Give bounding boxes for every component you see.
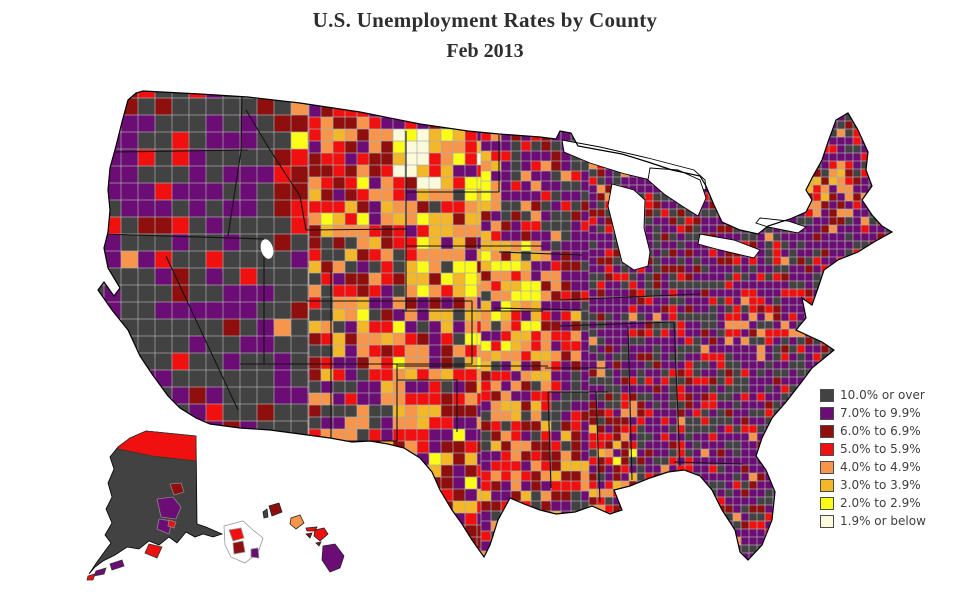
legend-swatch xyxy=(820,496,834,510)
alaska-kodiak xyxy=(144,543,163,559)
legend-label: 3.0% to 3.9% xyxy=(840,478,921,492)
aleutians-purple-2 xyxy=(93,567,107,577)
lake-michigan xyxy=(607,183,651,271)
great-salt-lake xyxy=(260,239,274,259)
lake-erie xyxy=(697,233,761,259)
legend-item: 2.0% to 2.9% xyxy=(820,494,926,512)
kahoolawe xyxy=(315,541,322,547)
legend-item: 4.0% to 4.9% xyxy=(820,458,926,476)
legend-swatch xyxy=(820,406,834,420)
alaska-red-small xyxy=(167,519,177,529)
alaska-body xyxy=(88,430,224,575)
legend-swatch xyxy=(820,388,834,402)
lake-ontario xyxy=(755,217,807,234)
aleutians-red xyxy=(86,573,96,581)
kenai-red xyxy=(228,527,245,542)
legend-swatch xyxy=(820,514,834,528)
legend-item: 10.0% or over xyxy=(820,386,926,404)
maui xyxy=(313,527,329,542)
legend-item: 1.9% or below xyxy=(820,512,926,530)
aleutians-purple-1 xyxy=(109,559,125,571)
legend-swatch xyxy=(820,460,834,474)
kenai-purple xyxy=(250,547,260,559)
big-island xyxy=(321,543,345,573)
legend-label: 5.0% to 5.9% xyxy=(840,442,921,456)
legend-label: 7.0% to 9.9% xyxy=(840,406,921,420)
legend-label: 2.0% to 2.9% xyxy=(840,496,921,510)
state-borders xyxy=(99,95,743,503)
map-legend: 10.0% or over 7.0% to 9.9% 6.0% to 6.9% … xyxy=(820,386,926,530)
kauai xyxy=(268,502,283,517)
legend-label: 4.0% to 4.9% xyxy=(840,460,921,474)
alaska-purple-1 xyxy=(156,496,182,520)
us-coastline xyxy=(97,90,894,561)
legend-item: 3.0% to 3.9% xyxy=(820,476,926,494)
oahu xyxy=(289,514,305,530)
legend-swatch xyxy=(820,442,834,456)
legend-item: 7.0% to 9.9% xyxy=(820,404,926,422)
great-lakes xyxy=(260,139,807,271)
niihau xyxy=(262,508,269,519)
alaska-north-slope xyxy=(117,430,197,462)
legend-swatch xyxy=(820,424,834,438)
kenai-darkred xyxy=(232,540,246,555)
lanai xyxy=(305,532,313,539)
legend-item: 5.0% to 5.9% xyxy=(820,440,926,458)
alaska-inset xyxy=(86,430,264,581)
alaska-interior-darkred xyxy=(169,482,185,496)
legend-label: 10.0% or over xyxy=(840,388,925,402)
legend-label: 6.0% to 6.9% xyxy=(840,424,921,438)
legend-label: 1.9% or below xyxy=(840,514,926,528)
legend-item: 6.0% to 6.9% xyxy=(820,422,926,440)
legend-swatch xyxy=(820,478,834,492)
hawaii-inset xyxy=(262,502,345,573)
